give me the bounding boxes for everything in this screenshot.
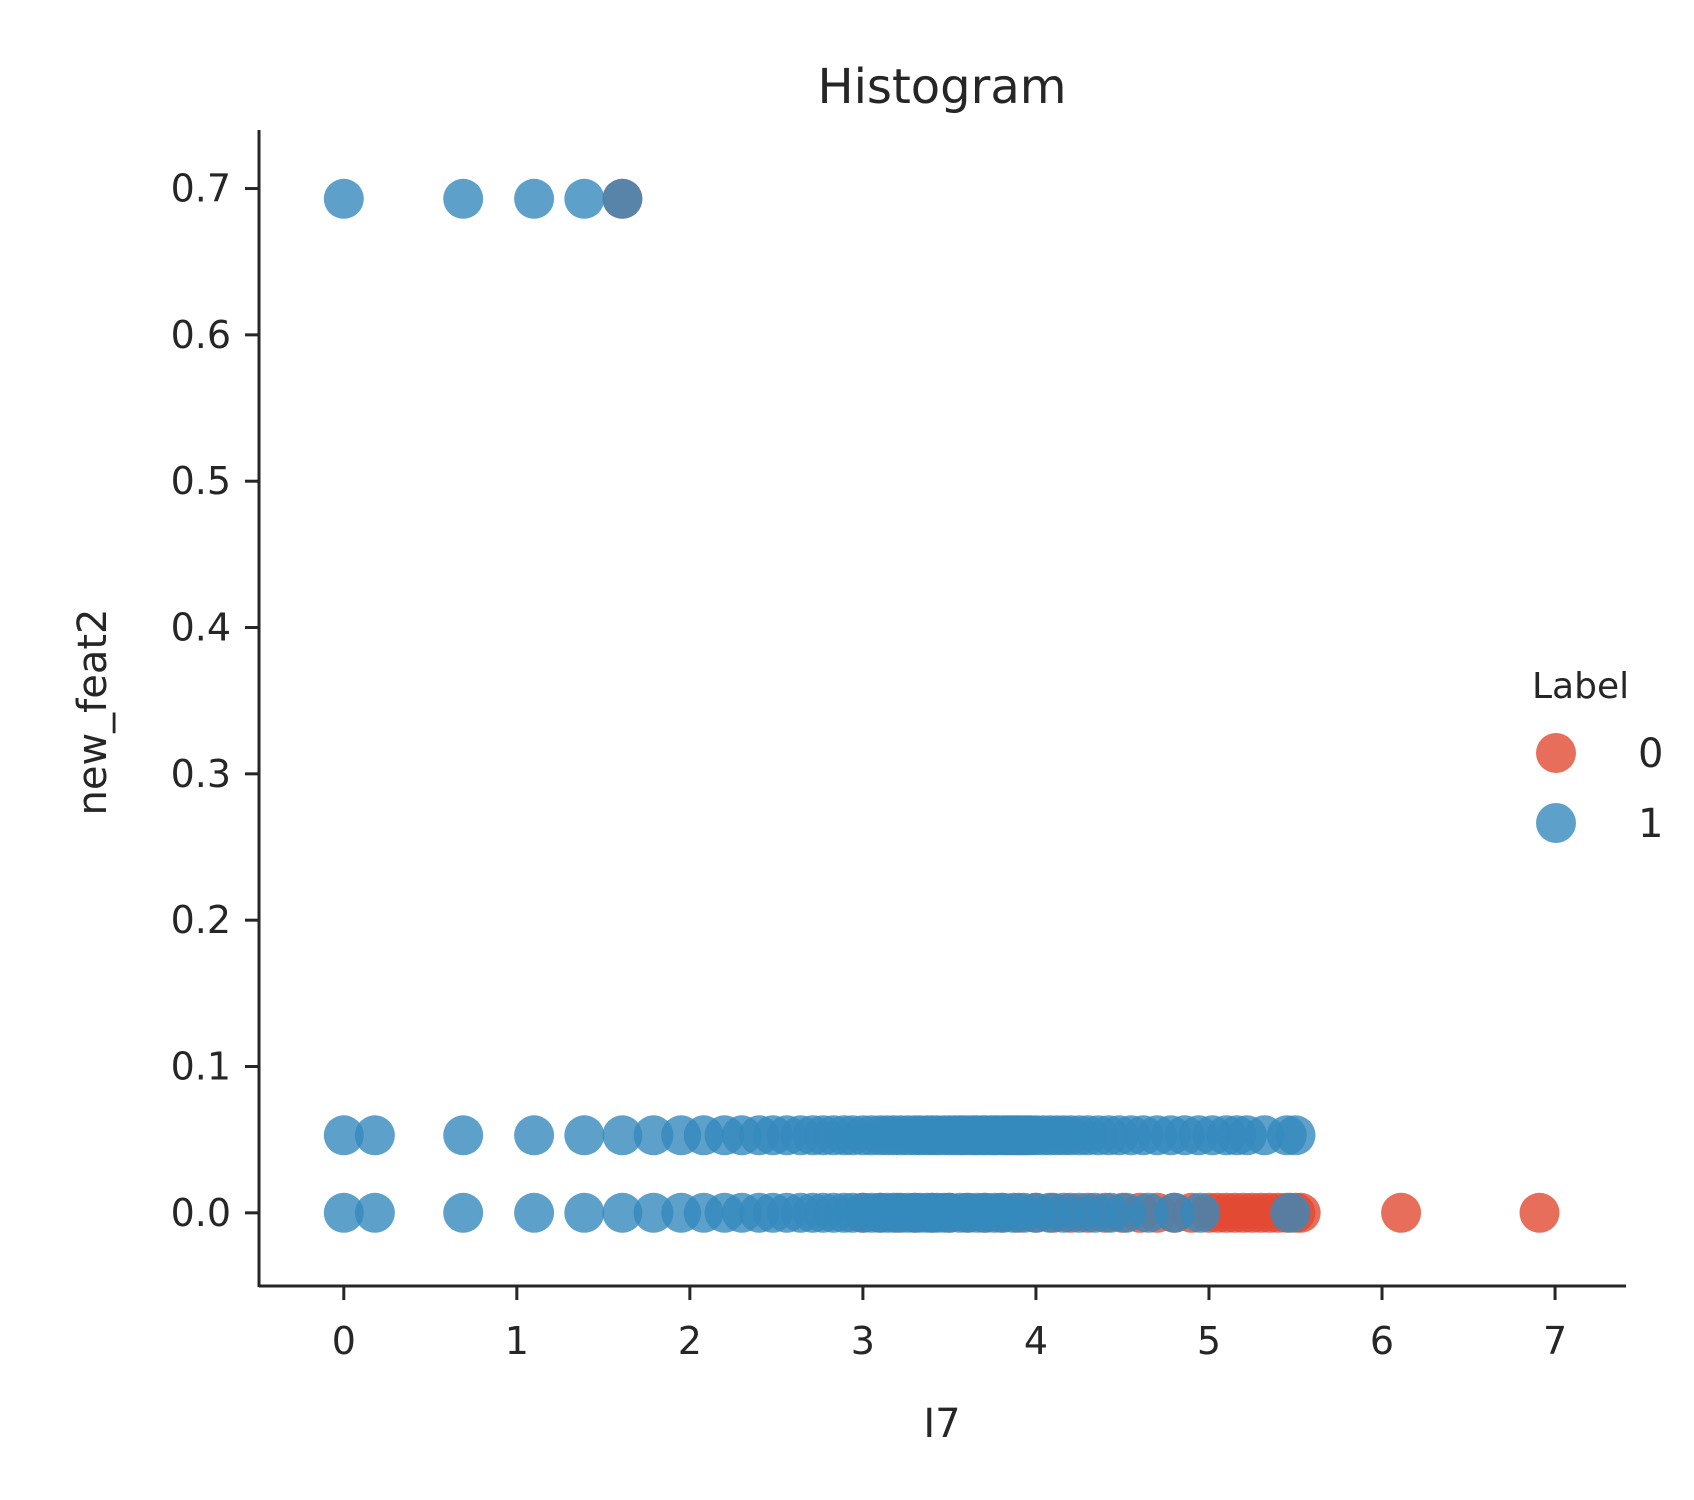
y-ticks: 0.0 0.1 0.2 0.3 0.4 0.5 0.6 0.7	[171, 167, 259, 1235]
point-series-1-135	[1270, 1192, 1311, 1233]
x-axis-label: I7	[923, 1401, 960, 1447]
x-tick-label-0: 0	[332, 1319, 356, 1363]
series-1	[323, 178, 1316, 1233]
x-tick-label-3: 3	[851, 1319, 875, 1363]
x-tick-label-1: 1	[505, 1319, 529, 1363]
point-series-1-2	[514, 178, 555, 219]
point-series-0-33	[1519, 1192, 1560, 1233]
chart-title: Histogram	[818, 59, 1067, 115]
legend-marker-0	[1536, 733, 1576, 773]
point-series-1-5	[323, 1115, 364, 1156]
point-series-1-6	[354, 1115, 395, 1156]
point-series-1-86	[514, 1192, 555, 1233]
point-series-1-10	[602, 1115, 643, 1156]
y-tick-label-6: 0.6	[171, 313, 231, 357]
y-tick-label-1: 0.1	[171, 1045, 231, 1089]
legend-title: Label	[1532, 666, 1629, 707]
point-series-1-1	[443, 178, 484, 219]
y-tick-label-4: 0.4	[171, 606, 231, 650]
y-tick-label-3: 0.3	[171, 752, 231, 796]
point-series-1-85	[443, 1192, 484, 1233]
point-series-1-7	[443, 1115, 484, 1156]
point-series-1-88	[602, 1192, 643, 1233]
x-tick-label-2: 2	[678, 1319, 702, 1363]
x-ticks: 0 1 2 3 4 5 6 7	[332, 1286, 1567, 1363]
legend-marker-1	[1536, 803, 1576, 843]
x-tick-label-7: 7	[1543, 1319, 1567, 1363]
point-series-1-134	[1180, 1192, 1221, 1233]
x-tick-label-4: 4	[1024, 1319, 1048, 1363]
point-series-1-3	[564, 178, 605, 219]
y-axis-label: new_feat2	[70, 608, 116, 815]
x-tick-label-6: 6	[1370, 1319, 1394, 1363]
point-series-1-11	[633, 1115, 674, 1156]
point-series-1-89	[633, 1192, 674, 1233]
y-tick-label-5: 0.5	[171, 459, 231, 503]
points-layer	[323, 178, 1560, 1233]
x-tick-label-5: 5	[1197, 1319, 1221, 1363]
point-series-1-0	[323, 178, 364, 219]
point-series-1-4	[602, 178, 643, 219]
legend-label-1: 1	[1638, 801, 1663, 847]
legend-label-0: 0	[1638, 731, 1663, 777]
point-series-1-84	[354, 1192, 395, 1233]
y-tick-label-0: 0.0	[171, 1191, 231, 1235]
y-tick-label-7: 0.7	[171, 167, 231, 211]
point-series-0-32	[1381, 1192, 1422, 1233]
point-series-1-82	[1275, 1115, 1316, 1156]
legend: Label 0 1	[1532, 666, 1663, 847]
y-tick-label-2: 0.2	[171, 898, 231, 942]
point-series-1-9	[564, 1115, 605, 1156]
point-series-1-83	[323, 1192, 364, 1233]
point-series-1-8	[514, 1115, 555, 1156]
point-series-1-87	[564, 1192, 605, 1233]
